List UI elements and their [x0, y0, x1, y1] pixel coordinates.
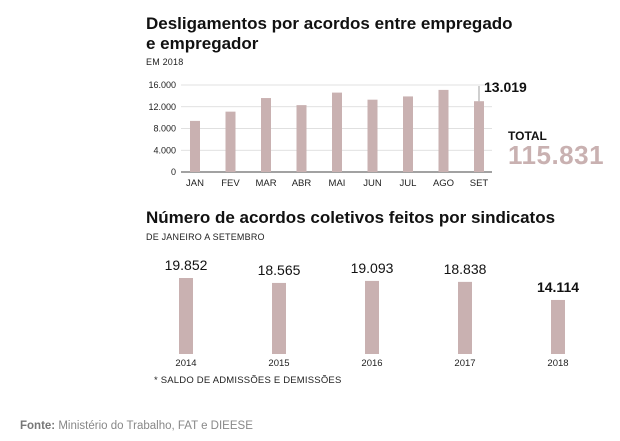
value-label: 14.114	[537, 279, 579, 295]
source-label: Fonte:	[20, 420, 56, 432]
value-label: 19.093	[351, 260, 394, 276]
bar	[225, 111, 236, 172]
y-tick-label: 4.000	[153, 145, 176, 155]
total-value: 115.831	[508, 140, 605, 170]
bar	[438, 89, 449, 172]
x-tick-label: 2018	[547, 358, 568, 369]
bar	[551, 299, 565, 354]
bar	[296, 105, 307, 172]
bar	[261, 98, 271, 172]
total-label: TOTAL	[508, 129, 547, 143]
bar	[367, 99, 378, 172]
y-tick-label: 12.000	[148, 102, 176, 112]
bar	[474, 101, 484, 172]
bar	[190, 120, 200, 172]
x-tick-label: AGO	[433, 178, 454, 189]
highlight-value-label: 13.019	[484, 79, 527, 95]
x-tick-label: FEV	[221, 178, 240, 189]
chart1-title: Desligamentos por acordos entre empregad…	[146, 14, 513, 54]
x-tick-label: ABR	[292, 178, 312, 189]
x-tick-label: JUL	[400, 178, 417, 189]
x-tick-label: JAN	[186, 178, 204, 189]
x-tick-label: 2017	[454, 358, 475, 369]
chart1-subtitle: EM 2018	[146, 57, 184, 67]
value-label: 19.852	[165, 257, 208, 273]
bar	[332, 92, 342, 172]
chart1-title-line: e empregador	[146, 34, 259, 53]
bar	[179, 278, 193, 354]
x-tick-label: MAR	[255, 178, 276, 189]
x-tick-label: MAI	[329, 178, 346, 189]
x-tick-label: 2016	[361, 358, 382, 369]
y-tick-label: 8.000	[153, 124, 176, 134]
value-label: 18.838	[444, 261, 487, 277]
monthly-chart: 0 4.000 8.000 12.000 16.000 JAN FEV MAR ABR MAI JU…	[148, 79, 527, 189]
x-tick-label: 2014	[175, 358, 196, 369]
bar	[272, 282, 286, 354]
chart2-subtitle: DE JANEIRO A SETEMBRO	[146, 232, 265, 242]
source: Fonte: Ministério do Trabalho, FAT e DIE…	[20, 420, 253, 432]
footnote: * SALDO DE ADMISSÕES E DEMISSÕES	[154, 375, 342, 386]
y-tick-label: 16.000	[148, 80, 176, 90]
bar	[458, 281, 472, 354]
bar	[403, 96, 413, 172]
x-tick-label: SET	[470, 178, 489, 189]
x-tick-label: JUN	[363, 178, 382, 189]
chart1-title-line: Desligamentos por acordos entre empregad…	[146, 14, 513, 33]
y-tick-label: 0	[171, 167, 176, 177]
bar	[365, 280, 379, 354]
chart2-title: Número de acordos coletivos feitos por s…	[146, 208, 556, 227]
x-tick-label: 2015	[268, 358, 289, 369]
source-text: Ministério do Trabalho, FAT e DIEESE	[58, 420, 253, 432]
value-label: 18.565	[258, 262, 301, 278]
